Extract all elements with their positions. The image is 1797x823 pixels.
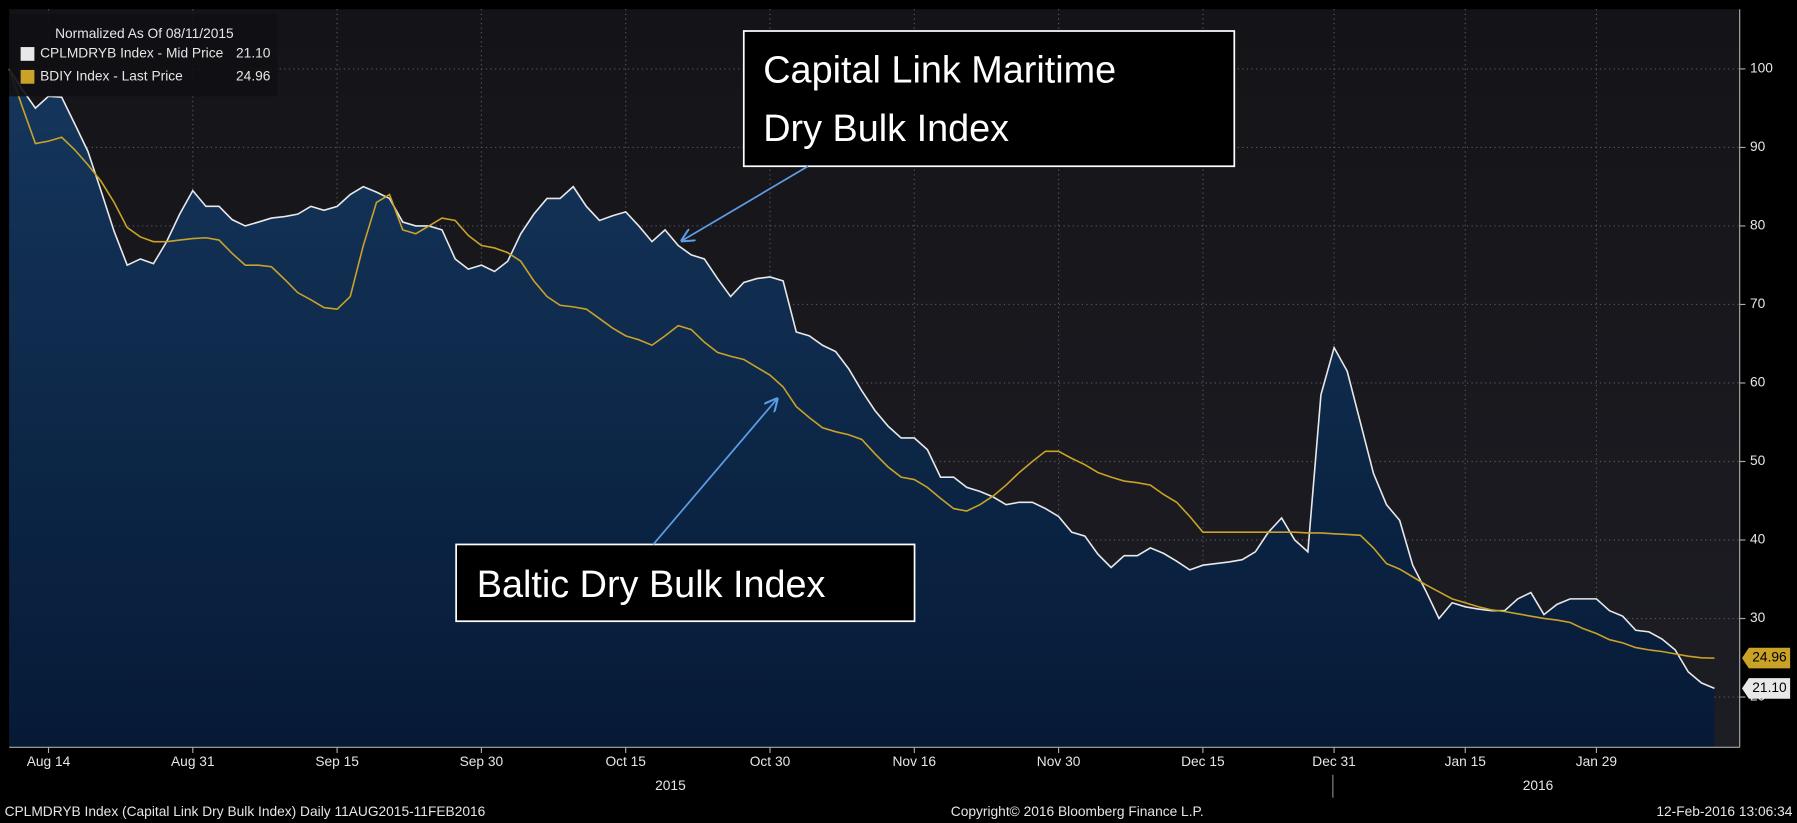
annotation-arrow bbox=[682, 165, 809, 240]
x-tick-label: Sep 15 bbox=[315, 754, 359, 769]
year-label: 2016 bbox=[1523, 778, 1554, 793]
y-tick-label: 50 bbox=[1750, 453, 1766, 468]
annotation: Capital Link Maritime bbox=[763, 50, 1116, 92]
y-tick-label: 60 bbox=[1750, 375, 1766, 390]
legend-value: 24.96 bbox=[236, 68, 271, 83]
footer-left: CPLMDRYB Index (Capital Link Dry Bulk In… bbox=[5, 804, 486, 819]
series-group bbox=[8, 68, 1715, 748]
last-value-tag bbox=[1741, 678, 1791, 699]
x-tick-label: Oct 15 bbox=[605, 754, 646, 769]
legend-swatch bbox=[20, 69, 35, 84]
x-tick-label: Aug 31 bbox=[171, 754, 215, 769]
annotation-arrow bbox=[652, 399, 777, 545]
annotation: Baltic Dry Bulk Index bbox=[477, 564, 826, 606]
x-tick-label: Dec 15 bbox=[1181, 754, 1225, 769]
x-tick-label: Sep 30 bbox=[460, 754, 504, 769]
area bbox=[9, 68, 1715, 748]
legend: CPLMDRYB Index - Mid Price 21.10 BDIY Inde… bbox=[20, 46, 271, 84]
y-tick-label: 80 bbox=[1750, 218, 1766, 233]
y-tick-label: 30 bbox=[1750, 610, 1766, 625]
y-tick-label: 40 bbox=[1750, 532, 1766, 547]
x-tick-label: Nov 30 bbox=[1037, 754, 1081, 769]
annotation-box bbox=[455, 543, 916, 623]
legend-title: Normalized As Of 08/11/2015 bbox=[55, 26, 234, 41]
legend-label: CPLMDRYB Index - Mid Price bbox=[40, 46, 223, 61]
footer-right: 12-Feb-2016 13:06:34 bbox=[1656, 804, 1792, 819]
last-value-label: 21.10 bbox=[1752, 680, 1787, 695]
line bbox=[8, 68, 1715, 690]
line bbox=[8, 68, 1715, 659]
x-tick-label: Jan 29 bbox=[1576, 754, 1617, 769]
footer-center: Copyright© 2016 Bloomberg Finance L.P. bbox=[951, 804, 1204, 819]
legend-box bbox=[9, 13, 278, 97]
year-label: 2015 bbox=[655, 778, 686, 793]
last-value-label: 24.96 bbox=[1752, 650, 1787, 665]
y-tick-label: 100 bbox=[1750, 61, 1773, 76]
x-tick-label: Nov 16 bbox=[893, 754, 937, 769]
y-tick-label: 90 bbox=[1750, 139, 1766, 154]
x-tick-label: Jan 15 bbox=[1445, 754, 1487, 769]
x-tick-label: Oct 30 bbox=[750, 754, 791, 769]
legend-swatch bbox=[20, 47, 35, 61]
annotation-box bbox=[742, 30, 1236, 168]
y-tick-label: 70 bbox=[1750, 296, 1766, 311]
legend-label: BDIY Index - Last Price bbox=[40, 68, 183, 83]
x-tick-label: Dec 31 bbox=[1312, 754, 1356, 769]
x-tick-label: Aug 14 bbox=[27, 754, 71, 769]
annotation: Dry Bulk Index bbox=[763, 108, 1009, 150]
last-value-tag bbox=[1741, 647, 1791, 669]
legend-value: 21.10 bbox=[236, 46, 271, 61]
